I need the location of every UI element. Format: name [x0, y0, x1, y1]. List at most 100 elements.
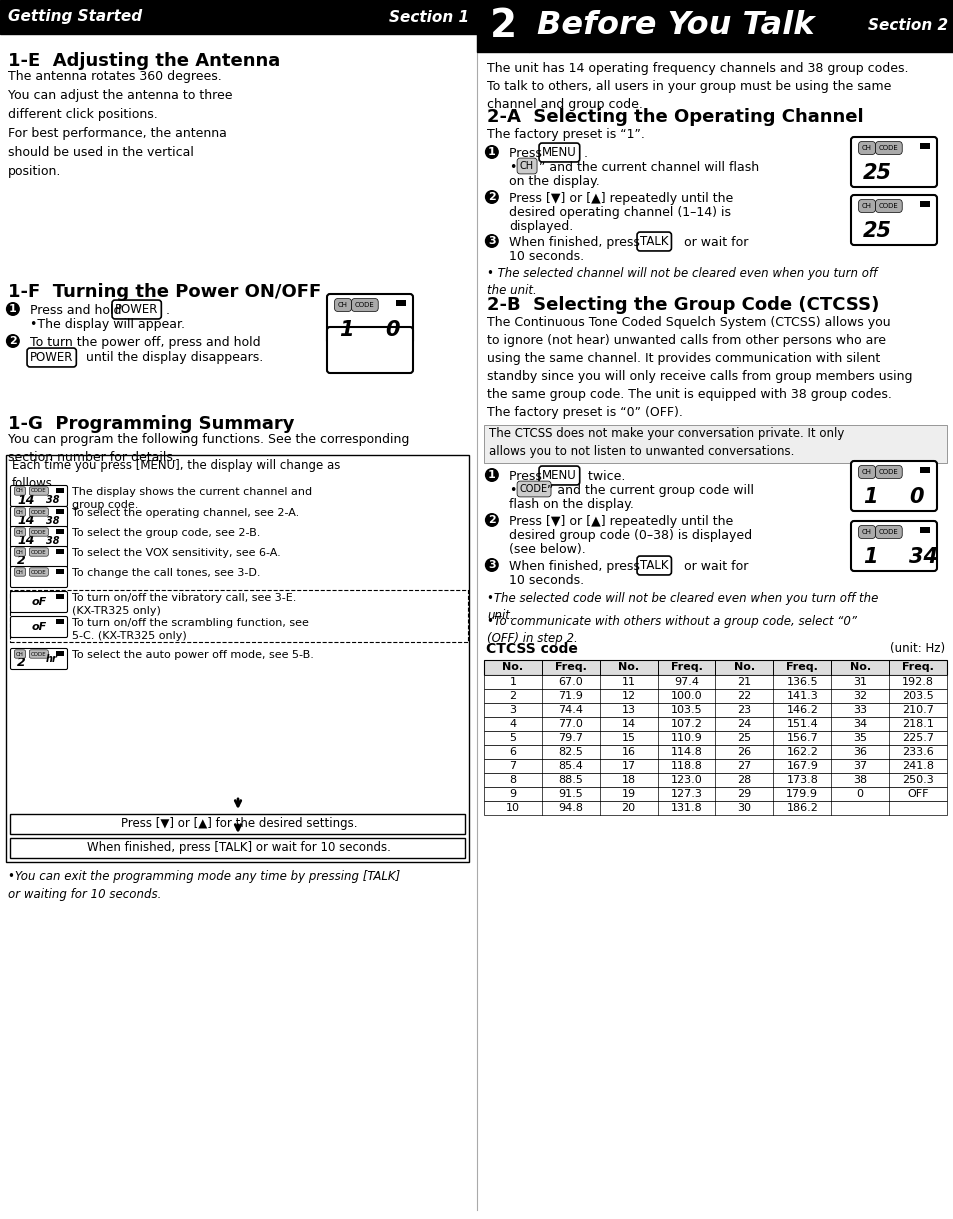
Bar [56, 488, 64, 492]
Bar [6, 455, 469, 862]
Text: 21: 21 [737, 677, 751, 688]
Text: •“: •“ [509, 161, 522, 174]
Text: OFF: OFF [906, 789, 928, 798]
Bar [10, 814, 464, 834]
Text: 14: 14 [17, 494, 34, 507]
Text: 100.0: 100.0 [670, 691, 701, 701]
Bar [483, 659, 946, 675]
Text: No.: No. [733, 662, 754, 673]
Text: 18: 18 [621, 775, 635, 785]
Text: 20: 20 [621, 803, 635, 813]
Text: 1-F  Turning the Power ON/OFF: 1-F Turning the Power ON/OFF [8, 283, 321, 301]
Text: 186.2: 186.2 [785, 803, 818, 813]
Text: CH: CH [16, 510, 24, 514]
Text: 167.9: 167.9 [785, 761, 818, 770]
Text: 79.7: 79.7 [558, 733, 582, 744]
Text: When finished, press: When finished, press [509, 560, 643, 573]
Text: To select the operating channel, see 2-A.: To select the operating channel, see 2-A… [71, 508, 299, 518]
Text: CODE: CODE [30, 651, 47, 657]
Text: desired operating channel (1–14) is: desired operating channel (1–14) is [509, 206, 730, 219]
Bar [10, 837, 464, 858]
Text: Freq.: Freq. [670, 662, 701, 673]
Text: ” and the current group code will: ” and the current group code will [546, 484, 753, 497]
Bar [56, 651, 64, 656]
Text: CH: CH [16, 569, 24, 574]
Text: To select the group code, see 2-B.: To select the group code, see 2-B. [71, 528, 260, 538]
Text: 34: 34 [908, 547, 937, 567]
Bar [483, 787, 946, 801]
Text: 94.8: 94.8 [558, 803, 582, 813]
Text: CH: CH [862, 204, 871, 208]
Text: CH: CH [16, 651, 24, 657]
FancyBboxPatch shape [10, 649, 68, 669]
Text: When finished, press: When finished, press [509, 236, 643, 249]
Text: 192.8: 192.8 [902, 677, 933, 688]
Text: CODE: CODE [30, 510, 47, 514]
Bar [0, 0, 476, 34]
FancyBboxPatch shape [10, 591, 68, 612]
Text: CODE: CODE [519, 484, 548, 494]
Text: TALK: TALK [639, 235, 668, 247]
Text: 24: 24 [737, 719, 751, 729]
Text: 218.1: 218.1 [902, 719, 933, 729]
Text: 173.8: 173.8 [785, 775, 818, 785]
Text: 38: 38 [852, 775, 866, 785]
Text: 9: 9 [509, 789, 516, 798]
Text: No.: No. [849, 662, 870, 673]
Text: 8: 8 [509, 775, 516, 785]
Bar [483, 801, 946, 816]
FancyBboxPatch shape [10, 546, 68, 568]
Text: The Continuous Tone Coded Squelch System (CTCSS) allows you
to ignore (not hear): The Continuous Tone Coded Squelch System… [486, 316, 911, 419]
Bar [56, 619, 64, 624]
Text: 37: 37 [852, 761, 866, 770]
Text: CODE: CODE [878, 145, 898, 151]
Text: CTCSS code: CTCSS code [485, 642, 578, 656]
Text: 91.5: 91.5 [558, 789, 582, 798]
Text: The CTCSS does not make your conversation private. It only
allows you to not lis: The CTCSS does not make your conversatio… [489, 427, 843, 458]
Text: 1-G  Programming Summary: 1-G Programming Summary [8, 414, 294, 433]
Text: CH: CH [16, 529, 24, 534]
Text: 4: 4 [509, 719, 516, 729]
FancyBboxPatch shape [850, 137, 936, 187]
Text: When finished, press [TALK] or wait for 10 seconds.: When finished, press [TALK] or wait for … [87, 841, 391, 855]
Bar [56, 510, 64, 514]
Text: No.: No. [502, 662, 523, 673]
Text: 7: 7 [509, 761, 516, 770]
Text: twice.: twice. [583, 471, 625, 483]
Text: or wait for: or wait for [679, 236, 747, 249]
Text: 1: 1 [488, 471, 496, 480]
Text: 2: 2 [489, 7, 516, 45]
Text: 127.3: 127.3 [670, 789, 701, 798]
Text: 25: 25 [737, 733, 751, 744]
Text: CH: CH [862, 145, 871, 151]
Text: 2: 2 [488, 514, 496, 525]
Text: 12: 12 [621, 691, 635, 701]
Text: 13: 13 [621, 705, 635, 716]
Text: 118.8: 118.8 [670, 761, 701, 770]
Text: 179.9: 179.9 [785, 789, 818, 798]
Bar [483, 689, 946, 703]
Text: 14: 14 [621, 719, 635, 729]
Text: 14: 14 [17, 534, 34, 547]
Text: 1: 1 [9, 304, 17, 315]
Text: 29: 29 [737, 789, 751, 798]
Text: 1: 1 [509, 677, 516, 688]
Text: 26: 26 [737, 747, 751, 757]
Text: 2-A  Selecting the Operating Channel: 2-A Selecting the Operating Channel [486, 108, 862, 126]
Text: 2: 2 [17, 555, 26, 568]
Text: Press: Press [509, 147, 545, 160]
FancyBboxPatch shape [850, 461, 936, 511]
Bar [529, 0, 953, 52]
Text: CH: CH [862, 469, 871, 475]
Text: 2: 2 [17, 657, 26, 669]
Text: 203.5: 203.5 [902, 691, 933, 701]
Text: 3: 3 [488, 236, 496, 246]
Text: CODE: CODE [878, 204, 898, 208]
Bar [483, 425, 946, 463]
Text: 17: 17 [621, 761, 635, 770]
Text: POWER: POWER [115, 304, 158, 316]
Text: hr: hr [46, 655, 58, 664]
Text: TALK: TALK [639, 560, 668, 572]
Bar [919, 201, 929, 207]
Text: Each time you press [MENU], the display will change as
follows.: Each time you press [MENU], the display … [12, 460, 340, 490]
